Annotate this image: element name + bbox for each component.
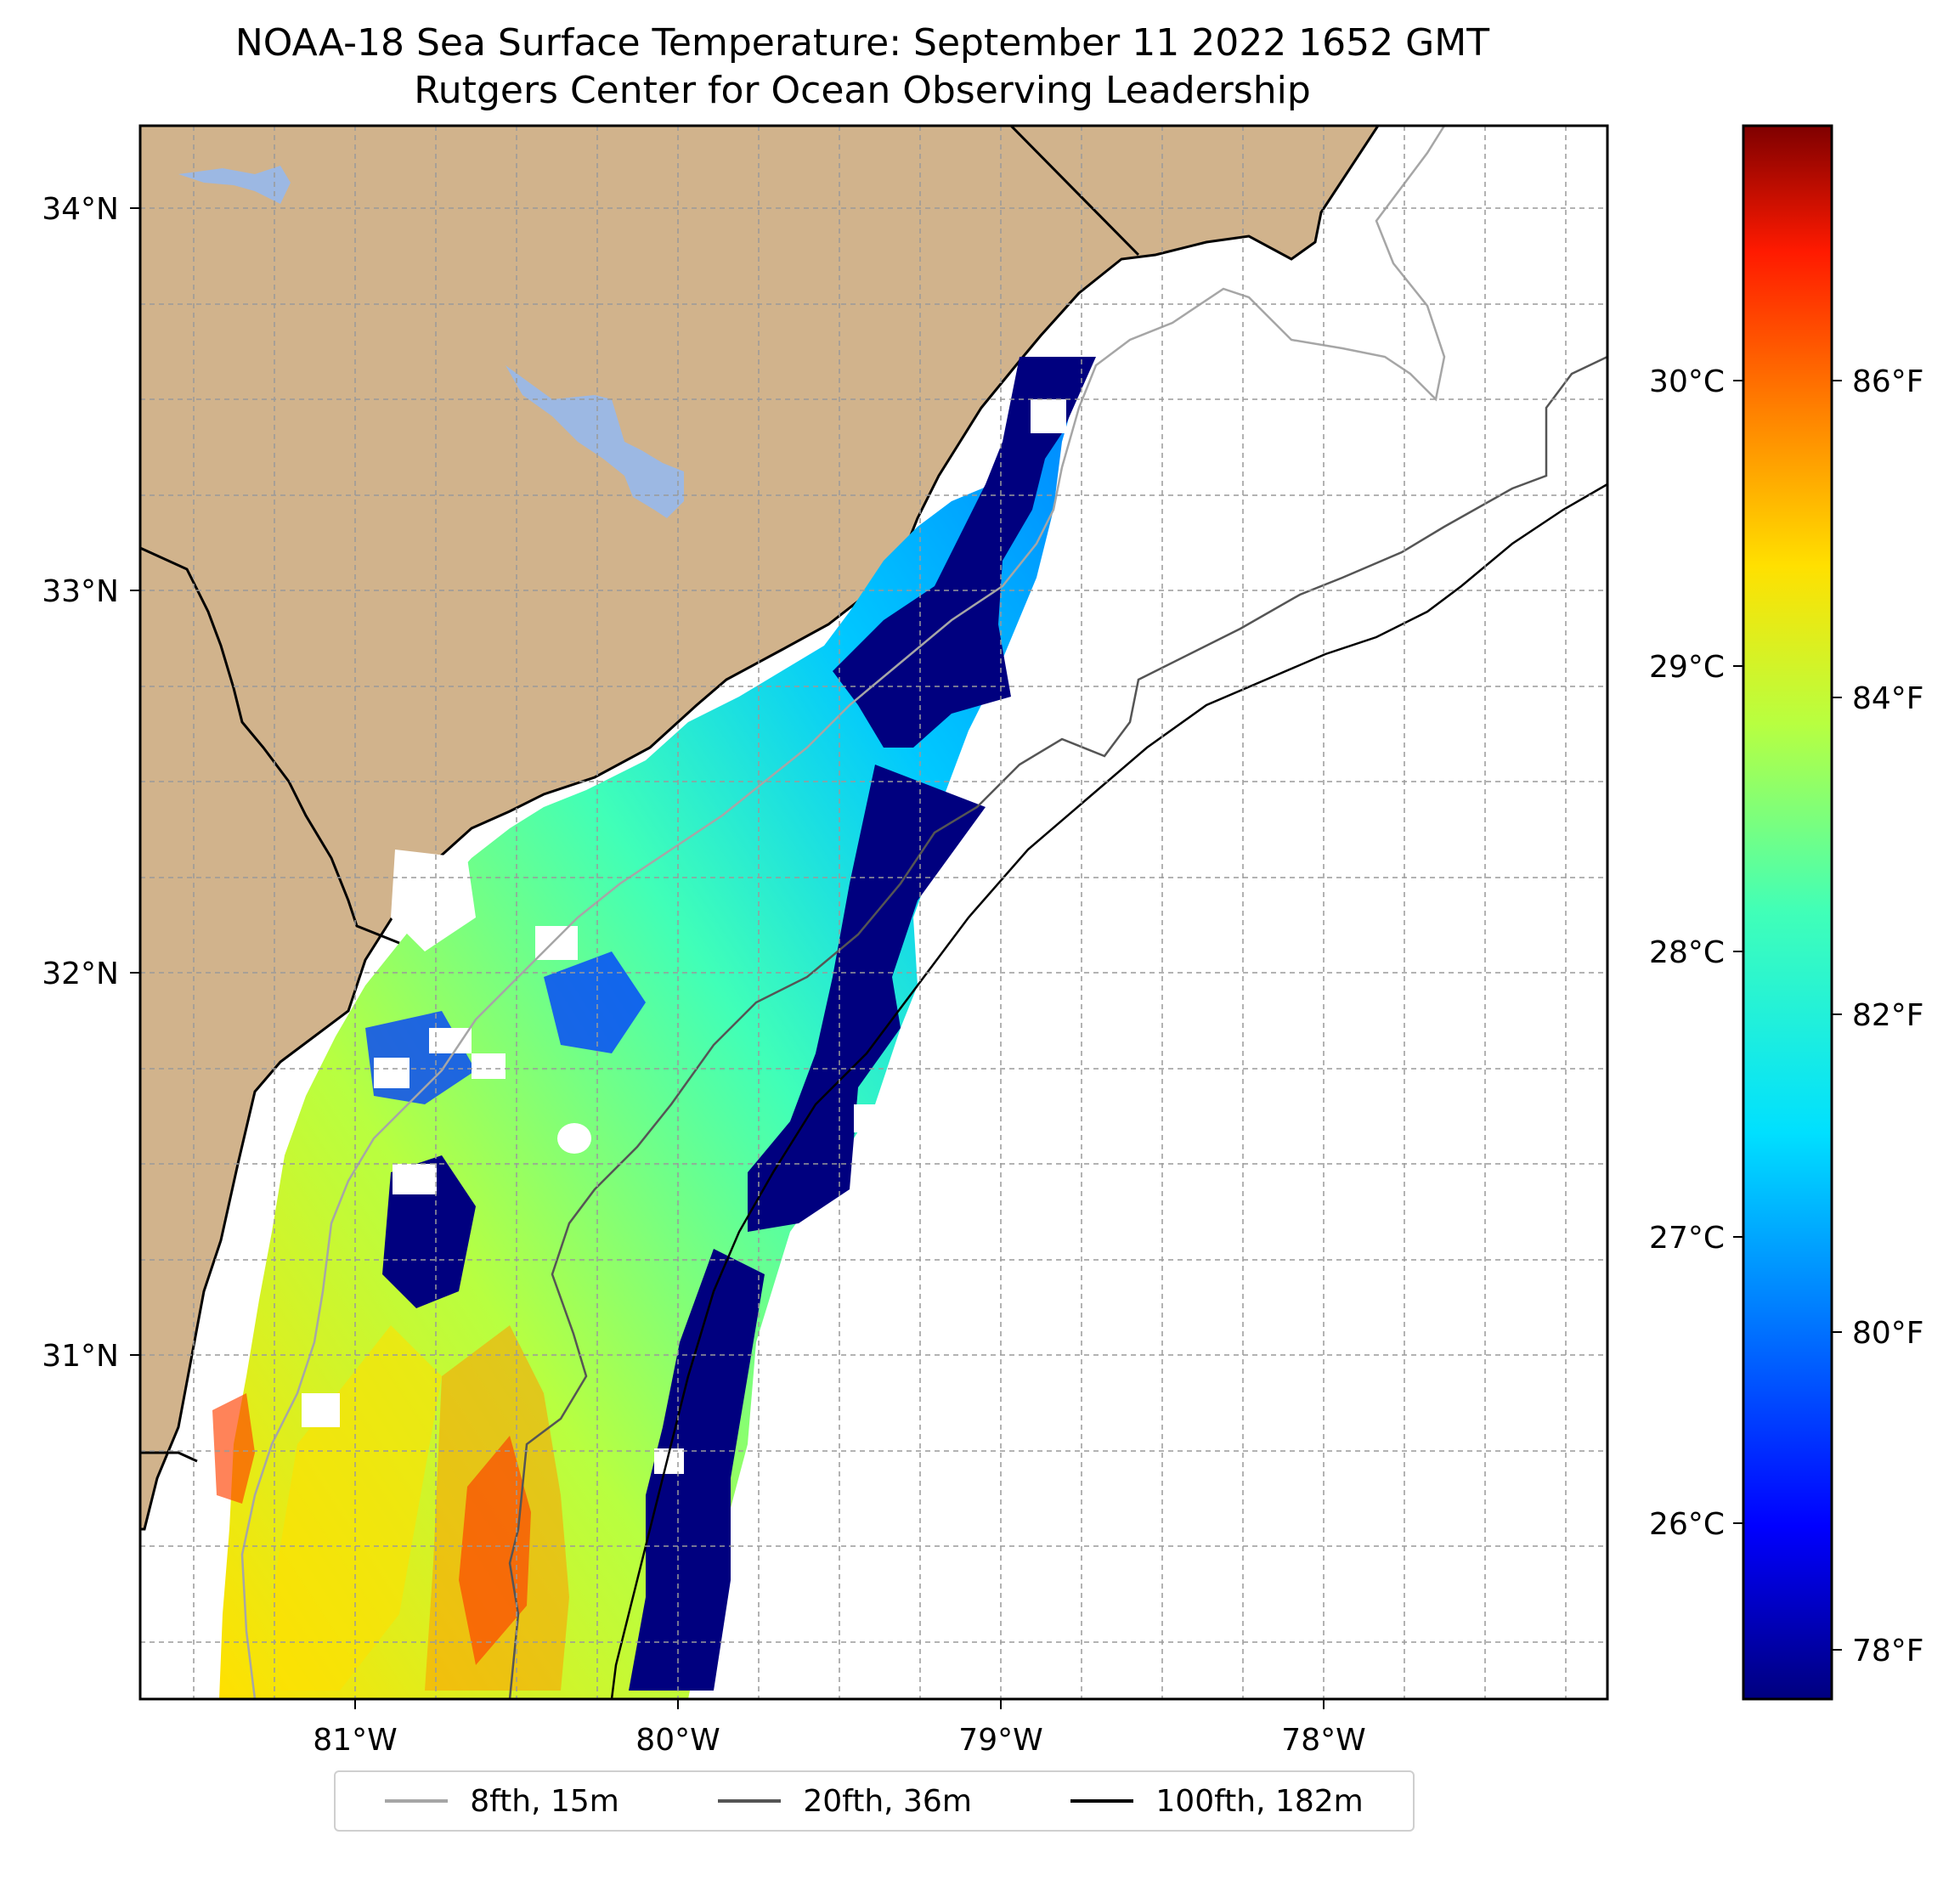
cloud-gap <box>429 1028 472 1053</box>
legend-swatch <box>1070 1799 1134 1803</box>
legend-item-8fth: 8fth, 15m <box>385 1784 619 1819</box>
colorbar-celsius-label: 30°C <box>1649 364 1725 399</box>
cloud-gap <box>557 1123 591 1154</box>
colorbar <box>1742 124 1833 1701</box>
y-tick-label: 34°N <box>42 192 119 227</box>
chart-subtitle: Rutgers Center for Ocean Observing Leade… <box>414 69 1311 112</box>
isobath-100fth <box>610 483 1607 1699</box>
colorbar-fahrenheit-label: 84°F <box>1852 681 1924 716</box>
legend-label: 8fth, 15m <box>470 1783 619 1819</box>
colorbar-celsius-label: 28°C <box>1649 935 1725 970</box>
x-tick-label: 80°W <box>635 1723 720 1758</box>
cold-band <box>544 951 646 1053</box>
legend-item-100fth: 100fth, 182m <box>1070 1783 1364 1819</box>
isobath-20fth <box>508 355 1607 1699</box>
cold-band <box>748 765 986 1232</box>
warm-band <box>272 1325 442 1691</box>
axis-ticks <box>130 207 1325 1709</box>
y-tick-label: 31°N <box>42 1339 119 1374</box>
legend-swatch <box>718 1799 782 1803</box>
lake <box>178 166 291 204</box>
colorbar-fahrenheit-label: 80°F <box>1852 1316 1924 1351</box>
isobath-8fth <box>240 126 1446 1699</box>
x-tick-label: 81°W <box>313 1723 397 1758</box>
chart-title: NOAA-18 Sea Surface Temperature: Septemb… <box>234 21 1490 65</box>
y-tick-label: 32°N <box>42 957 119 991</box>
state-border <box>140 1451 198 1463</box>
legend-swatch <box>385 1799 449 1803</box>
cloud-gap <box>1031 399 1066 433</box>
colorbar-celsius-label: 27°C <box>1649 1221 1725 1256</box>
warm-band <box>459 1436 531 1665</box>
state-border <box>1009 126 1140 257</box>
lake <box>506 365 684 518</box>
cold-band <box>629 1249 765 1691</box>
colorbar-fahrenheit-label: 82°F <box>1852 998 1924 1033</box>
cloud-gap <box>393 1164 437 1194</box>
cloud-gap <box>472 1053 506 1079</box>
land <box>140 126 1380 1531</box>
x-tick-label: 78°W <box>1281 1723 1365 1758</box>
colorbar-celsius-label: 29°C <box>1649 650 1725 685</box>
cloud-gap <box>302 1393 340 1427</box>
legend-label: 100fth, 182m <box>1155 1783 1364 1819</box>
gridlines <box>140 126 1607 1699</box>
cloud-gap <box>854 1104 882 1132</box>
plot-frame <box>138 124 1609 1701</box>
y-tick-label: 33°N <box>42 574 119 609</box>
colorbar-fahrenheit-label: 78°F <box>1852 1634 1924 1668</box>
state-border <box>140 546 400 945</box>
x-tick-label: 79°W <box>958 1723 1042 1758</box>
cloud-gap <box>374 1058 410 1088</box>
cold-band <box>833 357 1096 748</box>
cloud-gap <box>391 850 476 951</box>
colorbar-fahrenheit-label: 86°F <box>1852 364 1924 399</box>
legend: 8fth, 15m 20fth, 36m 100fth, 182m <box>334 1770 1415 1832</box>
colorbar-celsius-label: 26°C <box>1649 1507 1725 1542</box>
warm-band <box>212 1393 255 1504</box>
legend-item-20fth: 20fth, 36m <box>718 1784 972 1819</box>
colorbar-ticks <box>1733 380 1842 1651</box>
legend-label: 20fth, 36m <box>803 1783 972 1819</box>
